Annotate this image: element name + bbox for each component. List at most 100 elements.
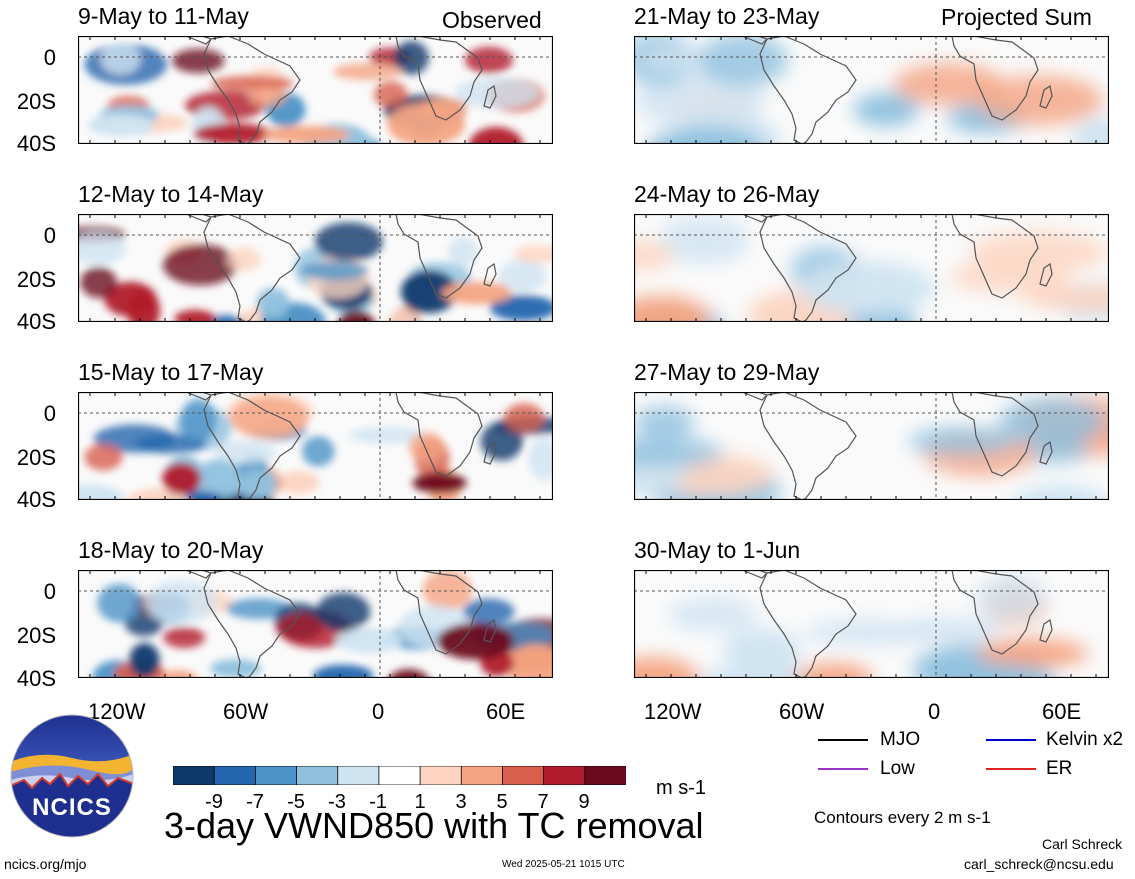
south-america-coast: [759, 570, 857, 678]
madagascar-coast: [483, 619, 497, 643]
footer-url[interactable]: ncics.org/mjo: [4, 856, 87, 872]
legend-label-er: ER: [1046, 758, 1073, 779]
africa-coast: [951, 392, 1039, 477]
colorbar-tick-label: -1: [369, 791, 387, 813]
map-svg: [634, 214, 1109, 322]
colorbar-swatch: [254, 765, 298, 786]
y-axis-label: 20S: [16, 623, 56, 648]
colorbar-units: m s-1: [656, 777, 706, 799]
map-svg: [78, 214, 553, 322]
legend-line-kelvin: [986, 739, 1036, 741]
colorbar-swatch: [543, 765, 586, 786]
x-axis-label: 0: [372, 699, 385, 724]
south-america-coast: [759, 214, 857, 322]
main-title: 3-day VWND850 with TC removal: [164, 805, 704, 846]
africa-coast: [395, 36, 483, 121]
legend-label-mjo: MJO: [880, 729, 921, 750]
footer-email[interactable]: carl_schreck@ncsu.edu: [964, 856, 1114, 872]
legend-line-mjo: [818, 739, 868, 741]
x-axis-label: 60E: [1042, 699, 1082, 724]
map-svg: [634, 570, 1109, 678]
x-axis-label: 120W: [644, 699, 702, 724]
y-axis-label: 20S: [16, 445, 56, 470]
ncics-logo: NCICS: [10, 714, 134, 838]
madagascar-coast: [483, 441, 497, 465]
map-panel: [78, 392, 553, 500]
y-axis-label: 0: [43, 579, 56, 604]
map-svg: [634, 392, 1109, 500]
panel-title: 27-May to 29-May: [634, 359, 820, 385]
contour-note: Contours every 2 m s-1: [814, 808, 991, 827]
madagascar-coast: [1039, 619, 1053, 643]
central-america-coast: [741, 214, 769, 223]
colorbar-tick-label: -9: [205, 791, 223, 813]
x-axis-label: 60W: [779, 699, 825, 724]
colorbar-swatch: [502, 765, 545, 786]
colorbar-swatch: [460, 765, 504, 786]
map-panel: [634, 570, 1109, 678]
map-svg: [78, 392, 553, 500]
observed-label: Observed: [442, 7, 542, 33]
africa-coast: [951, 570, 1039, 655]
madagascar-coast: [1039, 85, 1053, 109]
colorbar: [172, 765, 627, 786]
footer-author: Carl Schreck: [1042, 836, 1123, 852]
colorbar-tick-label: 9: [578, 791, 590, 813]
colorbar-swatch: [378, 765, 421, 786]
colorbar-tick-label: 3: [455, 791, 467, 813]
south-america-coast: [203, 570, 301, 678]
footer-timestamp: Wed 2025-05-21 1015 UTC: [502, 859, 625, 870]
legend-line-low: [818, 768, 868, 770]
colorbar-tick-label: -5: [287, 791, 305, 813]
map-svg: [634, 36, 1109, 144]
colorbar-tick-label: 1: [414, 791, 426, 813]
africa-coast: [395, 570, 483, 655]
colorbar-swatch: [172, 765, 216, 786]
south-america-coast: [759, 392, 857, 500]
map-panel: [634, 392, 1109, 500]
south-america-coast: [203, 214, 301, 322]
africa-coast: [395, 214, 483, 299]
madagascar-coast: [483, 263, 497, 287]
colorbar-tick-label: 5: [496, 791, 508, 813]
map-panel: [634, 214, 1109, 322]
panel-title: 30-May to 1-Jun: [634, 537, 801, 563]
panel-title: 9-May to 11-May: [78, 3, 249, 29]
central-america-coast: [741, 36, 769, 45]
y-axis-label: 40S: [16, 309, 56, 334]
y-axis-label: 40S: [16, 666, 56, 691]
map-svg: [78, 570, 553, 678]
colorbar-tick-label: 7: [537, 791, 549, 813]
africa-coast: [951, 214, 1039, 299]
x-axis-label: 120W: [88, 699, 146, 724]
central-america-coast: [185, 36, 213, 45]
madagascar-coast: [1039, 441, 1053, 465]
y-axis-label: 40S: [16, 131, 56, 156]
colorbar-swatch: [419, 765, 463, 786]
map-panel: [78, 214, 553, 322]
projected-sum-label: Projected Sum: [941, 4, 1092, 30]
panel-title: 24-May to 26-May: [634, 181, 820, 207]
colorbar-tick-label: -7: [246, 791, 264, 813]
x-axis-label: 60W: [223, 699, 269, 724]
africa-coast: [951, 36, 1039, 121]
colorbar-swatch: [337, 765, 380, 786]
x-axis-label: 0: [928, 699, 941, 724]
panel-title: 21-May to 23-May: [634, 3, 820, 29]
colorbar-tick-label: -3: [328, 791, 346, 813]
central-america-coast: [741, 570, 769, 579]
central-america-coast: [741, 392, 769, 401]
panel-title: 15-May to 17-May: [78, 359, 264, 385]
colorbar-swatch: [584, 765, 627, 786]
y-axis-label: 40S: [16, 487, 56, 512]
panel-title: 12-May to 14-May: [78, 181, 264, 207]
y-axis-label: 0: [43, 223, 56, 248]
map-panel: [78, 570, 553, 678]
south-america-coast: [203, 36, 301, 144]
central-america-coast: [185, 570, 213, 579]
map-panel: [634, 36, 1109, 144]
y-axis-label: 20S: [16, 267, 56, 292]
map-svg: [78, 36, 553, 144]
legend-label-low: Low: [880, 758, 915, 779]
map-panel: [78, 36, 553, 144]
